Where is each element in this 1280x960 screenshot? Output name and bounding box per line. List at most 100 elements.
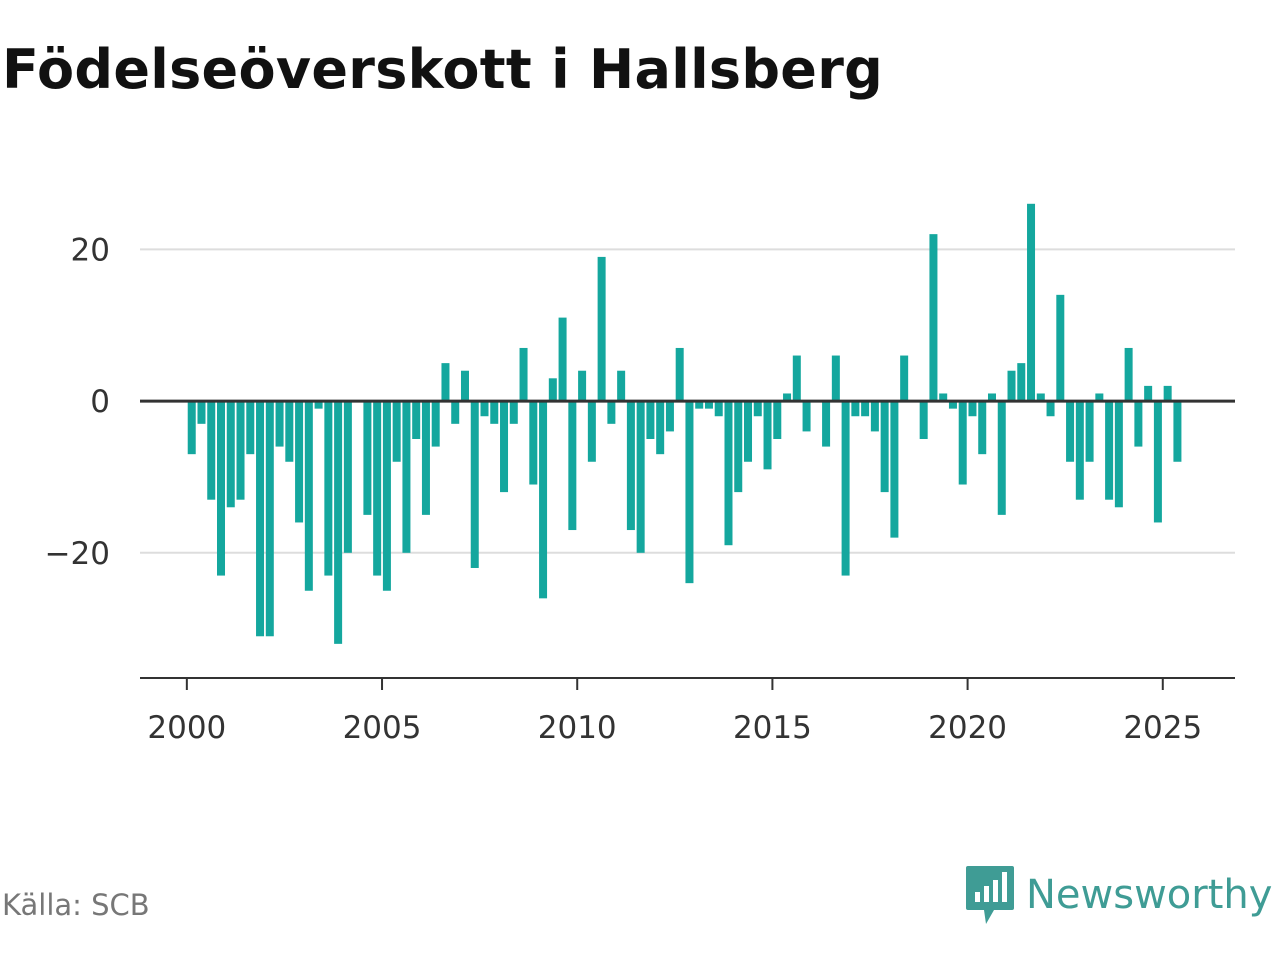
x-tick-label: 2015	[733, 710, 812, 746]
bar	[744, 401, 753, 462]
bar	[451, 401, 460, 424]
bar	[265, 401, 274, 637]
bar	[295, 401, 304, 523]
bar	[1144, 385, 1153, 402]
bar	[1105, 401, 1114, 500]
x-tick-label: 2020	[928, 710, 1007, 746]
bar	[617, 370, 626, 402]
bar	[968, 401, 977, 417]
bar	[275, 401, 284, 447]
bar	[1075, 401, 1084, 500]
bar	[246, 401, 255, 455]
bar	[607, 401, 616, 424]
bar	[392, 401, 401, 462]
bar	[343, 401, 352, 553]
bar	[1124, 347, 1133, 402]
x-tick-label: 2000	[147, 710, 226, 746]
bar	[314, 401, 323, 409]
bars	[187, 203, 1182, 644]
y-tick-label: 0	[90, 384, 110, 420]
bar	[753, 401, 762, 417]
bar	[568, 401, 577, 531]
bar	[1173, 401, 1182, 462]
bar	[441, 363, 450, 402]
bar	[509, 401, 518, 424]
bar	[724, 401, 733, 546]
bar	[363, 401, 372, 515]
bar	[412, 401, 421, 439]
bar	[197, 401, 206, 424]
bar	[822, 401, 831, 447]
bar	[685, 401, 694, 584]
bar	[285, 401, 294, 462]
source-note: Källa: SCB	[2, 888, 150, 922]
bar	[373, 401, 382, 576]
bar	[665, 401, 674, 432]
bar	[480, 401, 489, 417]
bar	[207, 401, 216, 500]
bar	[773, 401, 782, 439]
bar	[851, 401, 860, 417]
bar	[490, 401, 499, 424]
bar	[841, 401, 850, 576]
bar	[861, 401, 870, 417]
chart-title: Födelseöverskott i Hallsberg	[2, 38, 884, 101]
bar	[1114, 401, 1123, 508]
bar	[626, 401, 635, 531]
y-tick-label: −20	[45, 536, 110, 572]
bar	[548, 378, 557, 402]
bar	[880, 401, 889, 493]
bar	[1066, 401, 1075, 462]
bar	[929, 234, 938, 402]
bar	[1153, 401, 1162, 523]
bar	[919, 401, 928, 439]
bar	[1017, 363, 1026, 402]
bar	[226, 401, 235, 508]
bar	[763, 401, 772, 470]
brand-name: Newsworthy	[1026, 872, 1273, 918]
bar	[587, 401, 596, 462]
bar	[900, 355, 909, 402]
bar	[656, 401, 665, 455]
bar	[334, 401, 343, 644]
bar	[870, 401, 879, 432]
bar	[421, 401, 430, 515]
bar	[402, 401, 411, 553]
bar	[646, 401, 655, 439]
bar	[1095, 393, 1104, 402]
bar	[978, 401, 987, 455]
bar	[1085, 401, 1094, 462]
newsworthy-logo-icon	[966, 866, 1014, 924]
bar	[714, 401, 723, 417]
bar	[382, 401, 391, 591]
bar	[529, 401, 538, 485]
bar	[734, 401, 743, 493]
bar	[1134, 401, 1143, 447]
bar	[890, 401, 899, 538]
bar	[1007, 370, 1016, 402]
bar	[519, 347, 528, 402]
bar	[831, 355, 840, 402]
bar	[558, 317, 567, 402]
x-tick-label: 2010	[538, 710, 617, 746]
bar	[597, 256, 606, 402]
bar	[636, 401, 645, 553]
bar	[460, 370, 469, 402]
bar	[948, 401, 957, 409]
bar	[783, 393, 792, 402]
bar	[958, 401, 967, 485]
bar	[792, 355, 801, 402]
bar	[578, 370, 587, 402]
bar	[187, 401, 196, 455]
bar	[675, 347, 684, 402]
bar	[304, 401, 313, 591]
bar	[987, 393, 996, 402]
bar	[539, 401, 548, 599]
bar	[1036, 393, 1045, 402]
bar	[1163, 385, 1172, 402]
x-tick-label: 2005	[343, 710, 422, 746]
bar	[802, 401, 811, 432]
bar	[500, 401, 509, 493]
bar	[431, 401, 440, 447]
